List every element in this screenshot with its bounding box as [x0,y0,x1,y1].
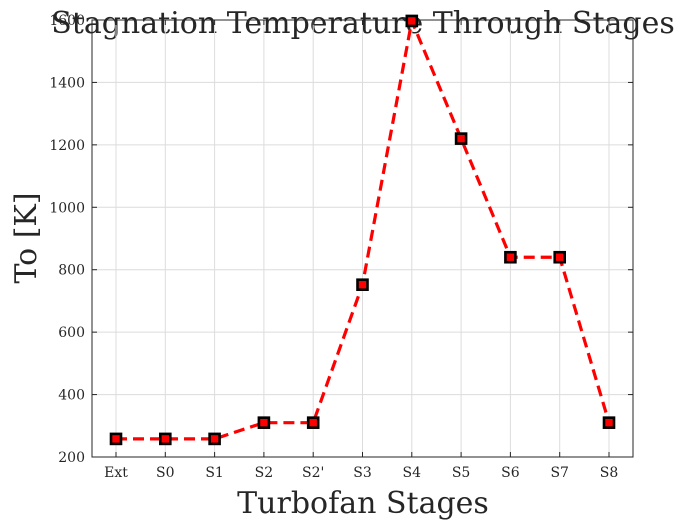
x-tick-label: S6 [501,465,520,481]
x-tick-label: S5 [452,465,471,481]
data-point-marker [257,416,271,429]
data-point-marker [109,432,123,446]
x-tick-label: S1 [205,465,224,481]
ticks: 200 400 600 800 1000 1200 1400 1600 Ext S0 S1 S2 S2'… [49,13,633,481]
y-tick-label: 1400 [49,75,85,91]
x-axis-label: Turbofan Stages [237,486,489,521]
x-tick-label: S7 [550,465,569,481]
data-point-marker [602,416,616,429]
data-point-marker [208,432,221,446]
data-point-marker [356,278,369,291]
x-tick-label: S0 [156,465,175,481]
x-tick-label: S4 [403,465,422,481]
data-point-marker [159,432,172,446]
y-tick-label: 400 [58,388,85,404]
x-tick-label: S3 [353,465,372,481]
y-tick-label: 1000 [49,200,85,216]
y-tick-label: 800 [58,263,85,279]
series [109,14,616,446]
y-tick-label: 1600 [49,13,85,29]
y-axis-label: To [K] [9,192,44,283]
data-point-marker [405,14,419,28]
x-tick-label: Ext [104,465,128,481]
data-point-marker [553,250,567,264]
y-tick-label: 1200 [49,138,85,154]
data-point-marker [454,132,468,145]
y-tick-label: 200 [58,450,85,466]
y-tick-label: 600 [58,325,85,341]
data-point-marker [504,250,517,264]
x-tick-label: S2' [302,465,324,481]
x-tick-label: S8 [600,465,619,481]
x-tick-label: S2 [255,465,274,481]
grid [92,19,633,458]
data-point-marker [306,416,320,429]
